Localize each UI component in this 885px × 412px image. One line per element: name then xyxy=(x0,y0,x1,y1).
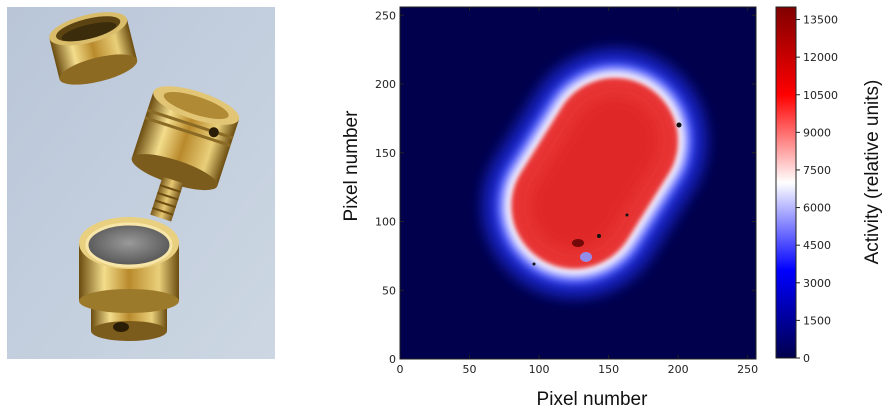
colorbar-tick-label: 1500 xyxy=(803,314,831,327)
x-tick-label: 0 xyxy=(397,363,404,376)
defect-spot xyxy=(532,262,536,266)
defect-spot xyxy=(597,234,601,238)
x-axis-ticks: 0 50 100 150 200 250 xyxy=(397,7,758,376)
y-axis-title: Pixel number xyxy=(341,110,362,222)
colorbar-tick-label: 10500 xyxy=(803,89,838,102)
y-tick-label: 0 xyxy=(389,353,396,366)
y-axis-ticks: 0 50 100 150 200 250 xyxy=(375,9,756,366)
x-axis-title: Pixel number xyxy=(537,389,649,410)
threaded-body-part xyxy=(131,86,240,222)
x-tick-label: 200 xyxy=(668,363,689,376)
y-tick-label: 200 xyxy=(375,78,396,91)
x-tick-label: 100 xyxy=(529,363,550,376)
y-tick-label: 250 xyxy=(375,9,396,22)
hotspot-region xyxy=(482,48,708,298)
defect-spot xyxy=(572,239,584,247)
defect-spot xyxy=(580,252,592,262)
y-tick-label: 50 xyxy=(382,284,396,297)
colorbar-title: Activity (relative units) xyxy=(862,80,883,265)
colorbar-tick-label: 7500 xyxy=(803,164,831,177)
defect-spot xyxy=(676,122,682,128)
plot-frame xyxy=(399,6,757,360)
x-tick-label: 250 xyxy=(737,363,758,376)
x-tick-label: 50 xyxy=(463,363,477,376)
cap-part xyxy=(49,12,138,85)
hotspot-inner-core xyxy=(530,96,660,250)
colorbar-tick-label: 3000 xyxy=(803,277,831,290)
colorbar-tick-label: 0 xyxy=(803,352,810,365)
capsule-parts-photo xyxy=(7,7,275,359)
source-holder-part xyxy=(79,217,179,341)
y-tick-label: 150 xyxy=(375,147,396,160)
y-tick-label: 100 xyxy=(375,216,396,229)
colorbar-tick-label: 12000 xyxy=(803,51,838,64)
colorbar-tick-label: 4500 xyxy=(803,239,831,252)
colorbar-ticks: 0 1500 3000 4500 6000 7500 9000 10500 12000 13500 xyxy=(796,14,838,365)
colorbar-tick-label: 9000 xyxy=(803,126,831,139)
colorbar-tick-label: 13500 xyxy=(803,14,838,27)
defect-spot xyxy=(625,213,629,217)
x-tick-label: 150 xyxy=(598,363,619,376)
colorbar xyxy=(775,6,797,359)
colorbar-tick-label: 6000 xyxy=(803,202,831,215)
